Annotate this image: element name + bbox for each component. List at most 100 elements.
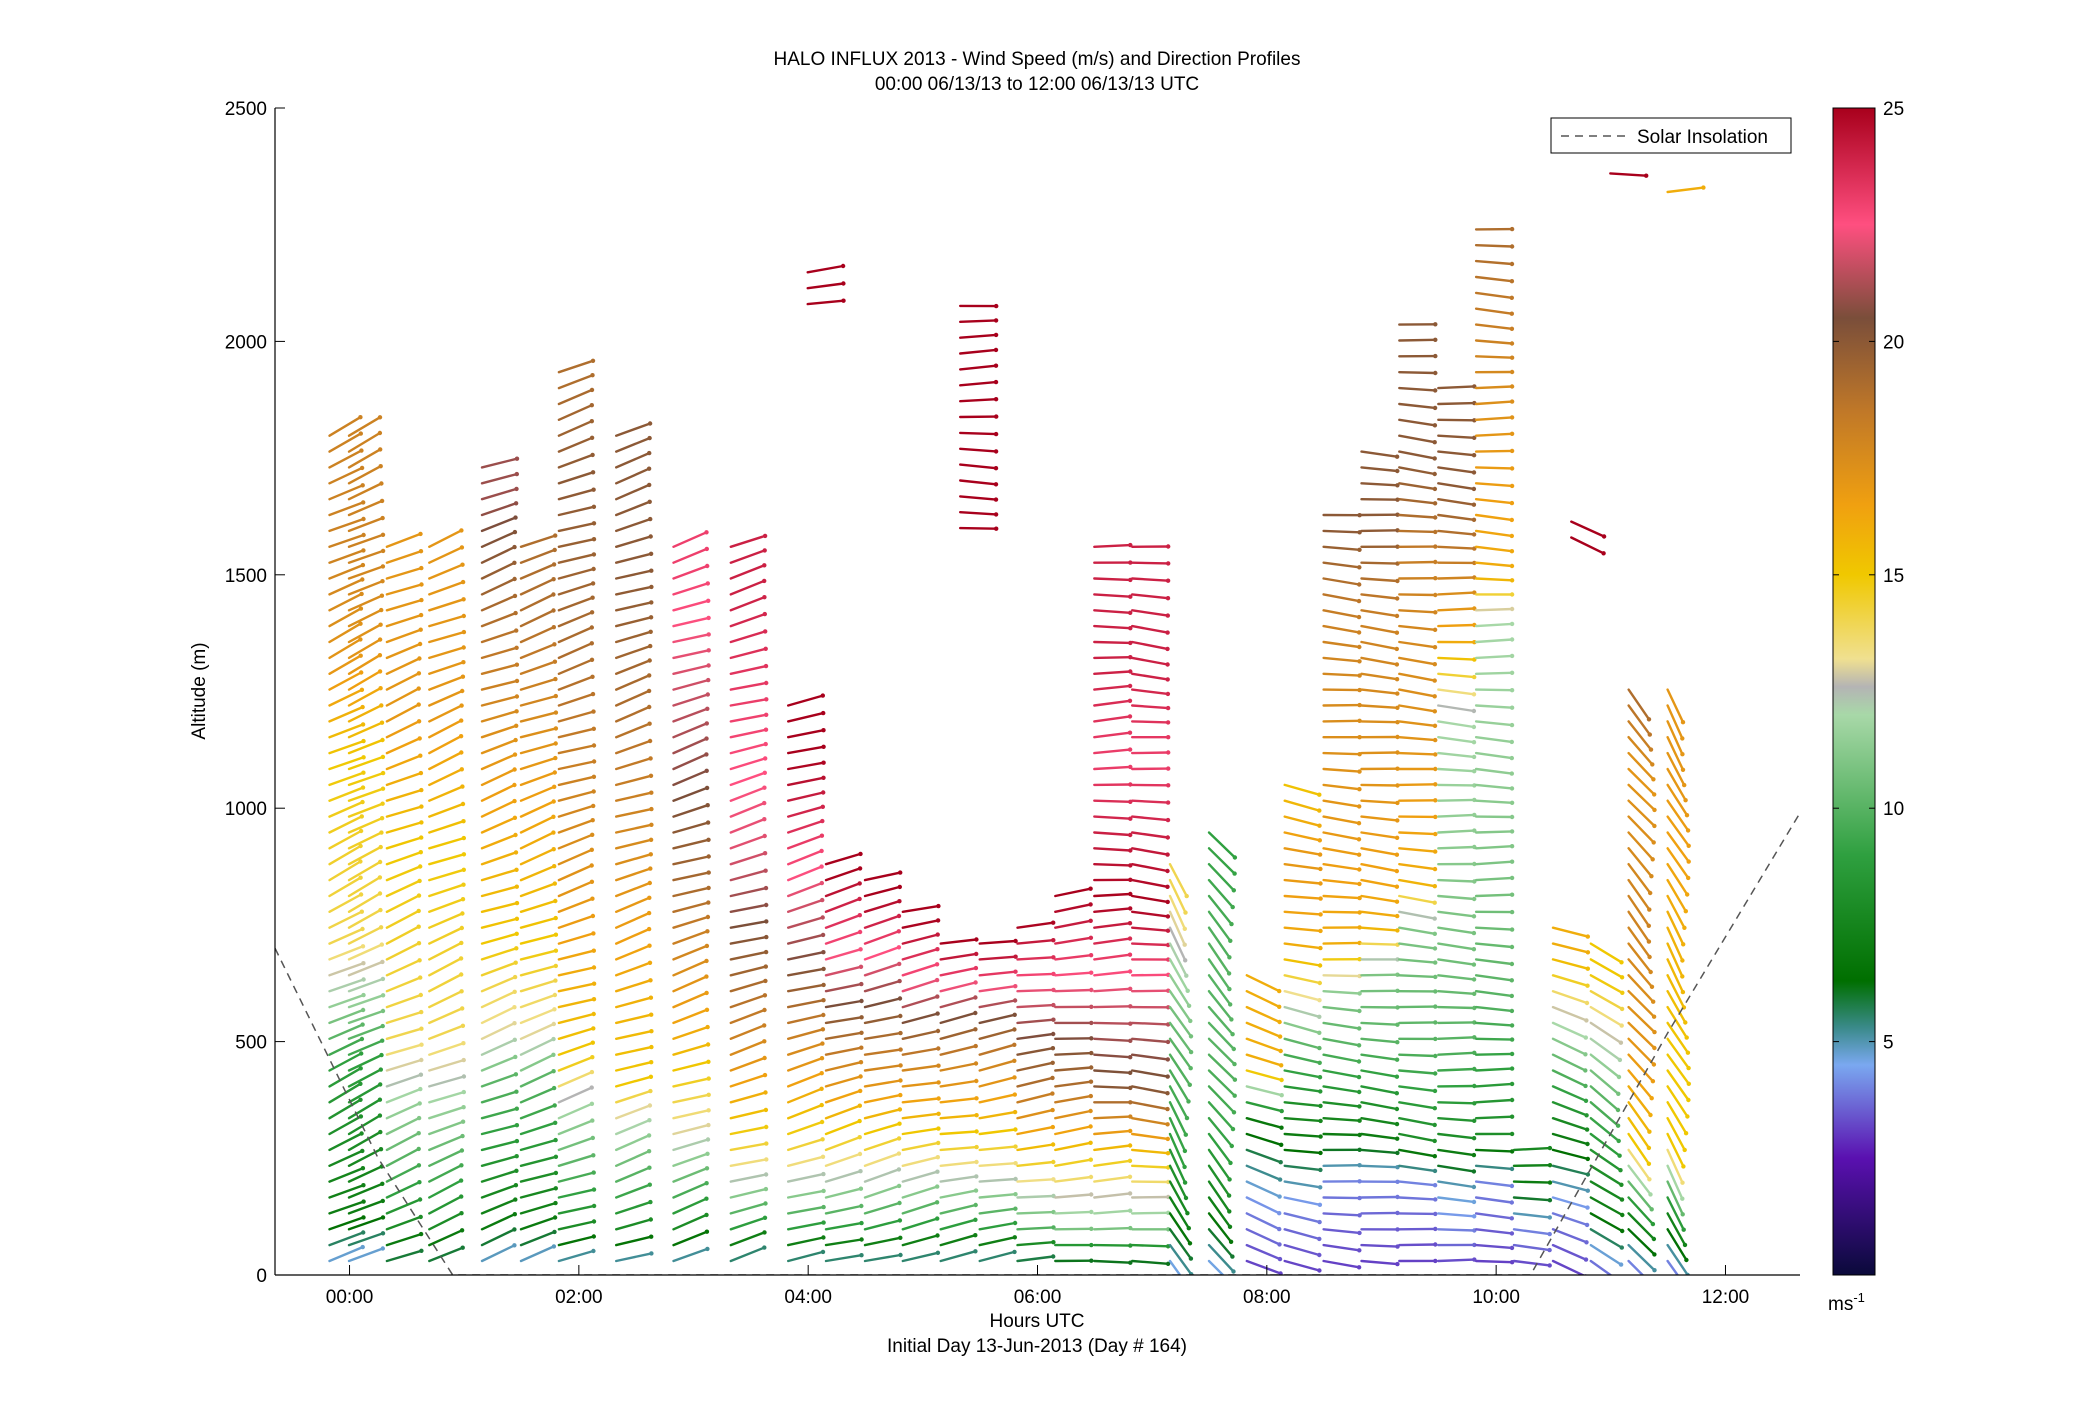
wind-barb-tip — [1471, 502, 1477, 507]
wind-barb — [1283, 831, 1322, 842]
wind-barb — [787, 729, 825, 739]
wind-barb-tip — [1394, 646, 1400, 652]
wind-barb — [1360, 894, 1399, 903]
wind-barb-tip — [935, 1155, 940, 1160]
wind-barb — [787, 776, 825, 787]
wind-barb — [672, 649, 710, 660]
wind-barb — [1627, 1148, 1651, 1181]
wind-barb — [824, 930, 862, 945]
wind-barb — [1474, 498, 1514, 505]
wind-barb — [519, 578, 555, 596]
wind-barb-tip — [819, 1119, 825, 1125]
wind-barb — [1666, 1243, 1689, 1275]
wind-barb — [1016, 1240, 1055, 1247]
wind-barb-tip — [1433, 737, 1438, 743]
wind-barb-tip — [1509, 722, 1515, 728]
wind-barb — [428, 1195, 463, 1215]
wind-barb — [615, 467, 651, 485]
wind-barb — [1130, 704, 1170, 710]
wind-barb — [1474, 482, 1514, 488]
wind-barb-tip — [936, 1111, 941, 1117]
wind-barb-tip — [821, 775, 826, 780]
wind-barb-tip — [1188, 1066, 1193, 1071]
wind-barb — [385, 598, 423, 612]
wind-barb-tip — [1509, 875, 1515, 881]
wind-barb — [519, 548, 556, 564]
wind-barb — [1589, 974, 1624, 994]
wind-barb-tip — [1356, 614, 1362, 620]
wind-barb — [1207, 831, 1237, 859]
wind-barb — [1207, 1069, 1236, 1097]
wind-barb — [901, 1112, 940, 1120]
wind-barb-tip — [1432, 662, 1438, 667]
wind-barb — [1207, 1021, 1236, 1051]
wind-barb — [1130, 656, 1169, 666]
wind-barb-tip — [461, 852, 467, 857]
wind-barb — [939, 938, 978, 945]
wind-barb-tip — [935, 1250, 941, 1256]
wind-barb-tip — [1356, 1265, 1362, 1270]
wind-barb — [519, 848, 555, 866]
wind-barb — [519, 771, 556, 787]
wind-barb — [1168, 974, 1191, 1007]
wind-barb — [1322, 974, 1361, 978]
wind-barb — [1130, 973, 1170, 977]
wind-barb — [729, 903, 768, 913]
wind-barb-tip — [704, 530, 709, 535]
wind-barb — [863, 1108, 902, 1120]
wind-barb — [1093, 640, 1132, 645]
wind-barb — [347, 787, 385, 802]
wind-barb — [863, 1093, 902, 1104]
wind-barb-tip — [1128, 986, 1133, 991]
wind-barb-tip — [1128, 1070, 1133, 1076]
wind-barb-tip — [993, 497, 999, 502]
wind-barb — [385, 550, 423, 564]
colorbar-unit: ms-1 — [1828, 1290, 1865, 1315]
wind-barb — [615, 1089, 652, 1104]
wind-barb — [1398, 560, 1437, 564]
wind-barb-tip — [1684, 1035, 1689, 1040]
wind-barb-tip — [378, 447, 383, 452]
wind-barb — [1474, 466, 1514, 470]
wind-barb-tip — [820, 897, 825, 903]
wind-barb-tip — [551, 562, 557, 567]
wind-barb-tip — [1601, 534, 1607, 539]
wind-barb — [1130, 894, 1169, 904]
wind-barb — [385, 1010, 423, 1025]
wind-barb — [1666, 1259, 1680, 1275]
wind-barb — [480, 1228, 516, 1247]
wind-barb-tip — [897, 1218, 903, 1223]
wind-barb-tip — [762, 785, 767, 790]
wind-barb — [824, 1046, 863, 1056]
wind-barb-tip — [1433, 529, 1438, 535]
wind-barb — [863, 1152, 901, 1168]
wind-barb — [557, 949, 595, 961]
wind-barb — [480, 1244, 516, 1263]
wind-barb-tip — [1683, 909, 1689, 914]
wind-barb-tip — [649, 1012, 654, 1017]
wind-barb — [428, 820, 465, 834]
wind-barb — [328, 786, 365, 802]
wind-barb — [1093, 543, 1132, 548]
wind-barb — [1283, 910, 1322, 916]
wind-barb-tip — [646, 688, 652, 694]
wind-barb-tip — [896, 1183, 902, 1189]
wind-barb — [615, 630, 652, 644]
wind-barb — [1666, 1228, 1688, 1262]
wind-barb-tip — [1433, 1211, 1438, 1217]
wind-barb — [519, 979, 557, 993]
wind-barb-tip — [359, 448, 364, 453]
wind-barb-tip — [513, 850, 519, 855]
wind-barb-tip — [1649, 1207, 1654, 1212]
wind-barb — [480, 1139, 519, 1152]
wind-barb-tip — [821, 1012, 826, 1018]
wind-barb — [480, 868, 518, 882]
wind-barb-tip — [1617, 1057, 1623, 1063]
x-axis-label-day: Initial Day 13-Jun-2013 (Day # 164) — [887, 1336, 1187, 1357]
wind-barb-tip — [1050, 1107, 1055, 1113]
wind-barb-tip — [705, 563, 710, 569]
wind-barb-tip — [896, 929, 901, 934]
wind-barb — [1627, 720, 1653, 751]
plot-area — [275, 108, 1800, 1275]
wind-barb-tip — [1013, 1144, 1018, 1149]
